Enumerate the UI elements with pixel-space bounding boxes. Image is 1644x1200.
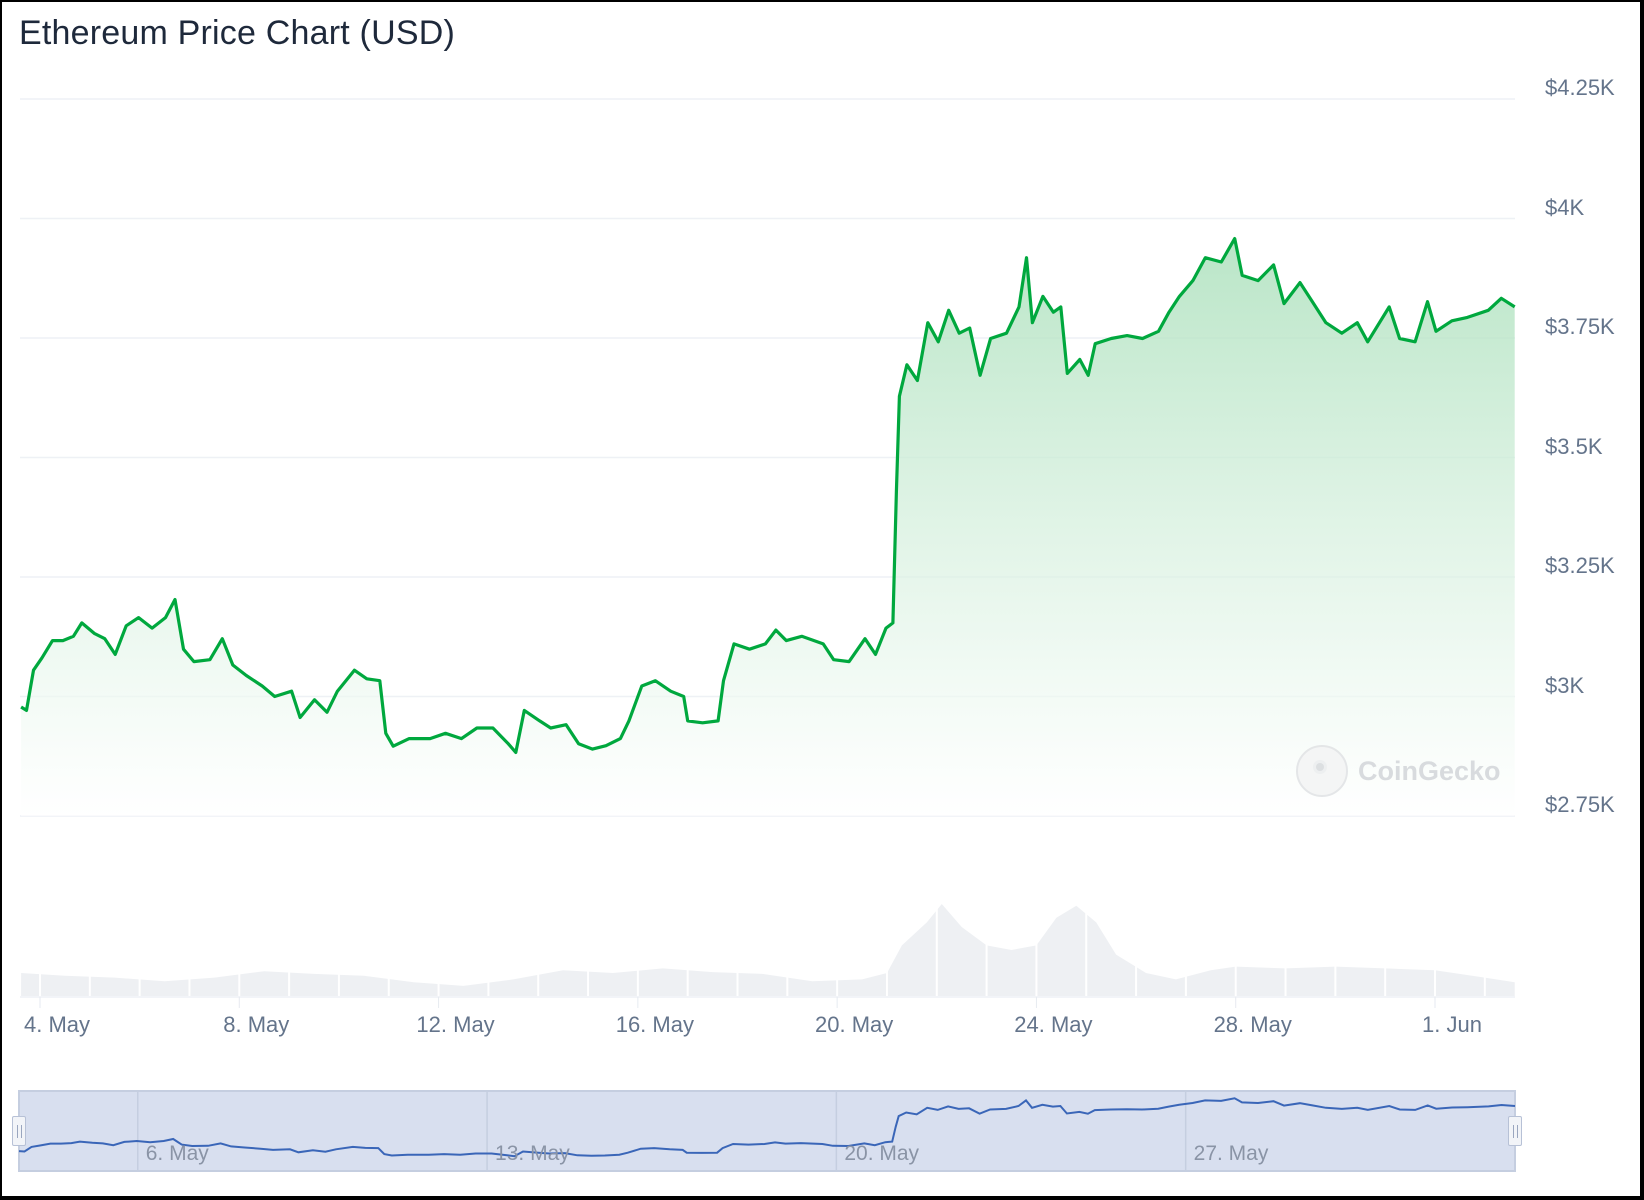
price-area [21,238,1515,817]
navigator-range[interactable] [18,1090,1516,1172]
x-tick-label: 20. May [815,1012,894,1037]
volume-bars [21,901,1515,996]
navigator-right-handle[interactable] [1508,1116,1522,1146]
y-tick-label: $3.75K [1545,314,1615,339]
coingecko-logo-icon [1296,745,1348,797]
coingecko-watermark: CoinGecko [1296,745,1501,797]
y-tick-label: $3.25K [1545,553,1615,578]
y-tick-label: $4K [1545,194,1585,220]
navigator-label: 13. May [495,1142,570,1165]
watermark-text: CoinGecko [1358,755,1501,786]
navigator-label: 20. May [844,1142,920,1165]
volume-area [21,904,1515,996]
x-tick-label: 1. Jun [1422,1012,1482,1037]
x-axis-ticks [20,996,1515,1008]
y-tick-label: $3.5K [1545,433,1603,459]
navigator-line [18,1097,1516,1158]
chart-title: Ethereum Price Chart (USD) [19,14,455,52]
x-tick-label: 4. May [23,1012,91,1037]
y-tick-label: $2.75K [1545,792,1615,817]
price-line[interactable] [20,237,1516,754]
navigator-dividers [137,1091,1187,1171]
x-tick-label: 24. May [1014,1012,1093,1037]
x-tick-label: 12. May [416,1012,495,1037]
navigator-label: 6. May [145,1142,209,1165]
navigator-label: 27. May [1193,1142,1269,1165]
x-tick-label: 16. May [615,1012,694,1037]
y-tick-label: $4.25K [1545,75,1615,100]
navigator-left-handle[interactable] [12,1116,26,1146]
x-tick-label: 8. May [223,1012,290,1037]
y-tick-label: $3K [1545,672,1585,698]
x-tick-label: 28. May [1213,1012,1292,1037]
